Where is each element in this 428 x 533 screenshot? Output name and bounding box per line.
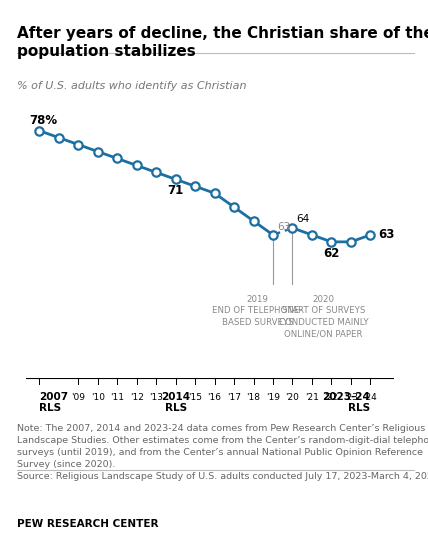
Text: '24: '24 <box>363 393 377 402</box>
Text: '17: '17 <box>227 393 241 402</box>
Text: 78%: 78% <box>30 114 58 126</box>
Text: After years of decline, the Christian share of the U.S.
population stabilizes: After years of decline, the Christian sh… <box>17 26 428 59</box>
Text: Note: The 2007, 2014 and 2023-24 data comes from Pew Research Center’s Religious: Note: The 2007, 2014 and 2023-24 data co… <box>17 424 428 481</box>
Text: '22: '22 <box>324 393 338 402</box>
Text: 2023-24
RLS: 2023-24 RLS <box>323 392 370 414</box>
Text: '11: '11 <box>110 393 124 402</box>
Text: '18: '18 <box>247 393 261 402</box>
Text: '20: '20 <box>285 393 300 402</box>
Text: 63: 63 <box>378 228 395 241</box>
Text: 2014
RLS: 2014 RLS <box>161 392 190 414</box>
Text: '21: '21 <box>305 393 319 402</box>
Text: % of U.S. adults who identify as Christian: % of U.S. adults who identify as Christi… <box>17 80 247 91</box>
Text: '16: '16 <box>208 393 222 402</box>
Text: 2020
START OF SURVEYS
CONDUCTED MAINLY
ONLINE/ON PAPER: 2020 START OF SURVEYS CONDUCTED MAINLY O… <box>279 295 369 338</box>
Text: '09: '09 <box>71 393 85 402</box>
Text: 62: 62 <box>323 247 340 260</box>
Text: PEW RESEARCH CENTER: PEW RESEARCH CENTER <box>17 519 159 529</box>
Text: '23: '23 <box>344 393 358 402</box>
Text: 63: 63 <box>277 222 290 232</box>
Text: '12: '12 <box>130 393 144 402</box>
Text: '10: '10 <box>91 393 105 402</box>
Text: 2007
RLS: 2007 RLS <box>39 392 68 414</box>
Text: 71: 71 <box>167 184 184 197</box>
Text: '15: '15 <box>188 393 202 402</box>
Text: 2019
END OF TELEPHONE-
BASED SURVEYS: 2019 END OF TELEPHONE- BASED SURVEYS <box>212 295 303 327</box>
Text: '19: '19 <box>266 393 280 402</box>
Text: '13: '13 <box>149 393 163 402</box>
Text: 64: 64 <box>296 214 309 224</box>
